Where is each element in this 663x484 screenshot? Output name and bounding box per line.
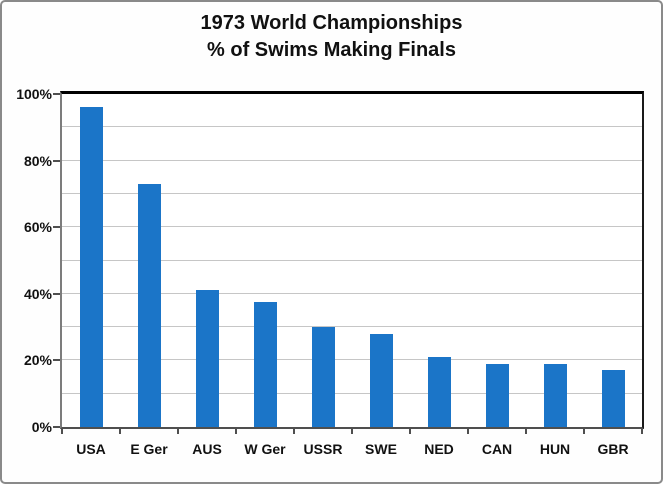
x-axis-label: CAN bbox=[481, 441, 513, 457]
x-tick bbox=[525, 429, 527, 434]
bar-aus bbox=[195, 290, 219, 427]
x-tick bbox=[641, 429, 643, 434]
y-tick bbox=[53, 426, 60, 428]
gridline-50 bbox=[62, 259, 642, 261]
x-axis-label: USA bbox=[76, 441, 106, 457]
y-tick bbox=[53, 359, 60, 362]
x-axis-label: W Ger bbox=[244, 441, 286, 457]
x-axis-label: USSR bbox=[303, 441, 343, 457]
x-axis-label: NED bbox=[424, 441, 454, 457]
x-axis-label: SWE bbox=[365, 441, 397, 457]
gridline-20 bbox=[62, 359, 642, 361]
y-tick bbox=[53, 292, 60, 295]
x-axis-label: E Ger bbox=[130, 441, 168, 457]
y-tick bbox=[53, 226, 60, 229]
x-tick bbox=[293, 429, 295, 434]
x-tick bbox=[177, 429, 179, 434]
y-tick-label: 40% bbox=[23, 285, 52, 302]
bar-w-ger bbox=[253, 302, 277, 427]
x-tick bbox=[467, 429, 469, 434]
gridline-40 bbox=[62, 292, 642, 294]
bar-can bbox=[485, 363, 509, 427]
y-tick-label: 20% bbox=[23, 352, 52, 369]
chart-title-line1: 1973 World Championships bbox=[200, 12, 463, 34]
x-tick bbox=[235, 429, 237, 434]
chart-title: 1973 World Championships % of Swims Maki… bbox=[2, 10, 661, 64]
gridline-90 bbox=[62, 126, 642, 128]
bar-ussr bbox=[311, 327, 335, 427]
bar-swe bbox=[369, 333, 393, 427]
gridline-30 bbox=[62, 326, 642, 328]
gridline-10 bbox=[62, 392, 642, 394]
bar-usa bbox=[79, 107, 103, 427]
y-tick-label: 0% bbox=[31, 419, 52, 435]
x-tick bbox=[351, 429, 353, 434]
gridline-80 bbox=[62, 159, 642, 161]
bar-e-ger bbox=[137, 183, 161, 427]
x-tick bbox=[583, 429, 585, 434]
gridline-70 bbox=[62, 192, 642, 194]
y-tick-label: 100% bbox=[16, 86, 52, 102]
x-axis-label: HUN bbox=[539, 441, 571, 457]
x-axis-label: AUS bbox=[192, 441, 222, 457]
y-tick bbox=[53, 93, 60, 95]
x-axis-label: GBR bbox=[597, 441, 629, 457]
bar-hun bbox=[543, 363, 567, 427]
plot-area bbox=[60, 91, 644, 429]
gridline-60 bbox=[62, 226, 642, 228]
chart-title-line2: % of Swims Making Finals bbox=[207, 39, 456, 61]
y-tick-label: 80% bbox=[23, 152, 52, 169]
x-tick bbox=[119, 429, 121, 434]
y-tick-label: 60% bbox=[23, 219, 52, 236]
bar-ned bbox=[427, 357, 451, 427]
x-tick bbox=[61, 429, 63, 434]
x-tick bbox=[409, 429, 411, 434]
y-tick bbox=[53, 159, 60, 162]
bar-gbr bbox=[601, 370, 625, 427]
